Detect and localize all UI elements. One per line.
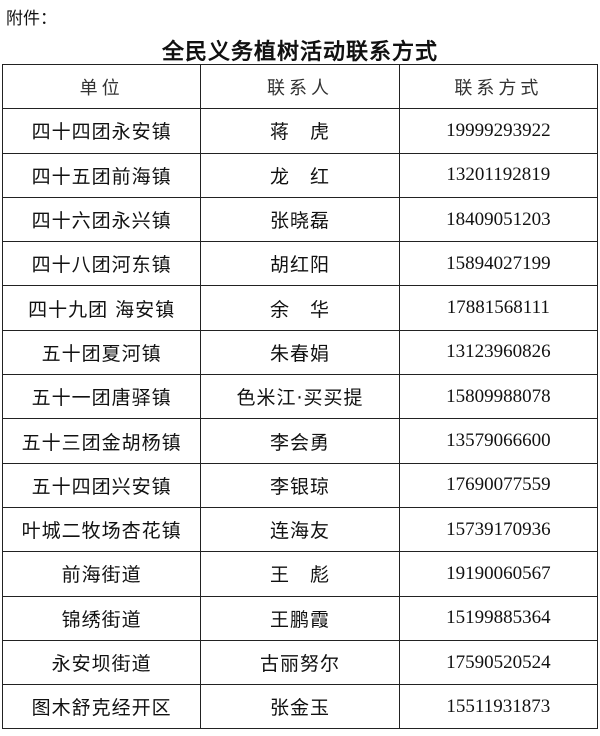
table-row: 四十九团 海安镇余 华 17881568111	[1, 285, 599, 331]
phone-cell: 15809988078	[398, 374, 599, 420]
contact-person-cell: 李会勇	[200, 418, 400, 464]
unit-cell: 锦绣街道	[1, 595, 202, 641]
contact-person-cell: 王 彪	[200, 551, 400, 597]
unit-cell: 四十九团 海安镇	[1, 285, 202, 331]
unit-cell: 四十五团前海镇	[1, 152, 202, 198]
table-row: 五十一团唐驿镇 色米江·买买提 15809988078	[1, 374, 599, 420]
table-header-row: 单位 联系人 联系方式	[1, 63, 599, 110]
phone-cell: 15199885364	[398, 595, 599, 641]
attachment-label: 附件：	[6, 9, 57, 29]
phone-cell: 15739170936	[398, 506, 599, 553]
phone-cell: 19190060567	[398, 551, 599, 597]
contact-table: 单位 联系人 联系方式 四十四团永安镇蒋 虎 19999293922 四十五团前海镇…	[1, 63, 599, 730]
phone-cell: 19999293922	[398, 108, 599, 154]
phone-cell: 17881568111	[398, 285, 599, 331]
table-row: 五十团夏河镇 朱春娟 13123960826	[1, 329, 599, 376]
phone-cell: 13201192819	[398, 152, 599, 198]
contact-person-cell: 蒋 虎	[200, 108, 400, 154]
header-contact-person: 联系人	[200, 63, 400, 110]
phone-cell: 18409051203	[398, 196, 599, 243]
contact-person-cell: 色米江·买买提	[200, 374, 400, 420]
contact-person-cell: 李银琼	[200, 462, 400, 508]
table-row: 四十五团前海镇龙 红 13201192819	[1, 152, 599, 198]
phone-cell: 17690077559	[398, 462, 599, 508]
contact-person-cell: 古丽努尔	[200, 639, 400, 686]
table-row: 五十三团金胡杨镇 李会勇 13579066600	[1, 418, 599, 464]
contact-person-cell: 朱春娟	[200, 329, 400, 376]
contact-person-cell: 张晓磊	[200, 196, 400, 243]
unit-cell: 五十一团唐驿镇	[1, 374, 202, 420]
unit-cell: 五十四团兴安镇	[1, 462, 202, 508]
table-row: 叶城二牧场杏花镇 连海友 15739170936	[1, 506, 599, 553]
table-row: 四十四团永安镇蒋 虎 19999293922	[1, 108, 599, 154]
table-row: 前海街道王 彪 19190060567	[1, 551, 599, 597]
unit-cell: 四十八团河东镇	[1, 241, 202, 287]
contact-person-cell: 连海友	[200, 506, 400, 553]
table-row: 图木舒克经开区 张金玉 15511931873	[1, 684, 599, 730]
contact-person-cell: 龙 红	[200, 152, 400, 198]
phone-cell: 13579066600	[398, 418, 599, 464]
phone-cell: 15894027199	[398, 241, 599, 287]
phone-cell: 13123960826	[398, 329, 599, 376]
unit-cell: 图木舒克经开区	[1, 684, 202, 730]
table-row: 四十六团永兴镇 张晓磊 18409051203	[1, 196, 599, 243]
table-row: 四十八团河东镇 胡红阳 15894027199	[1, 241, 599, 287]
contact-person-cell: 胡红阳	[200, 241, 400, 287]
phone-cell: 15511931873	[398, 684, 599, 730]
contact-person-cell: 余 华	[200, 285, 400, 331]
unit-cell: 前海街道	[1, 551, 202, 597]
header-unit: 单位	[1, 63, 202, 110]
unit-cell: 叶城二牧场杏花镇	[1, 506, 202, 553]
table-row: 锦绣街道 王鹏霞 15199885364	[1, 595, 599, 641]
document-title: 全民义务植树活动联系方式	[161, 40, 438, 65]
contact-person-cell: 王鹏霞	[200, 595, 400, 641]
unit-cell: 四十六团永兴镇	[1, 196, 202, 243]
unit-cell: 四十四团永安镇	[1, 108, 202, 154]
unit-cell: 五十团夏河镇	[1, 329, 202, 376]
table-row: 永安坝街道 古丽努尔 17590520524	[1, 639, 599, 686]
unit-cell: 五十三团金胡杨镇	[1, 418, 202, 464]
header-contact-method: 联系方式	[398, 63, 599, 110]
phone-cell: 17590520524	[398, 639, 599, 686]
contact-person-cell: 张金玉	[200, 684, 400, 730]
table-row: 五十四团兴安镇 李银琼 17690077559	[1, 462, 599, 508]
unit-cell: 永安坝街道	[1, 639, 202, 686]
